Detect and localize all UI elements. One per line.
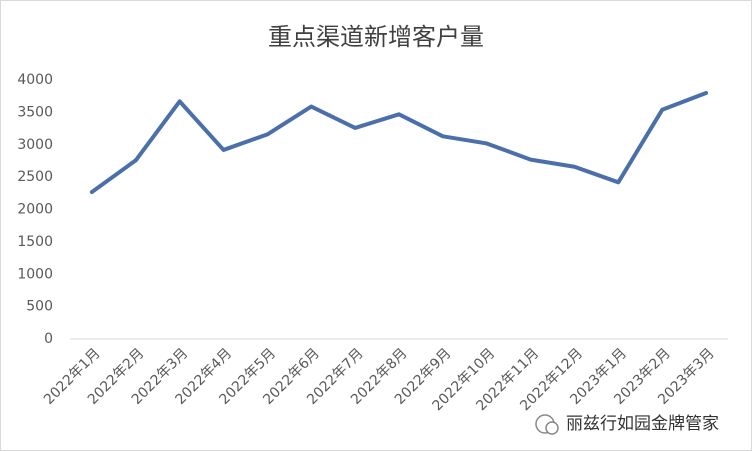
y-tick-label: 2000 [17, 202, 53, 218]
watermark-icon [535, 414, 559, 435]
y-tick-label: 1000 [17, 266, 53, 282]
y-tick-label: 500 [26, 299, 53, 315]
y-tick-label: 3000 [17, 137, 53, 153]
y-tick-label: 3500 [17, 104, 53, 120]
y-tick-label: 2500 [17, 169, 53, 185]
y-tick-label: 0 [44, 331, 53, 347]
watermark: 丽兹行如园金牌管家 [566, 414, 719, 434]
y-tick-label: 1500 [17, 234, 53, 250]
chart-title: 重点渠道新增客户量 [268, 23, 484, 51]
y-tick-label: 4000 [17, 72, 53, 88]
line [89, 90, 709, 195]
